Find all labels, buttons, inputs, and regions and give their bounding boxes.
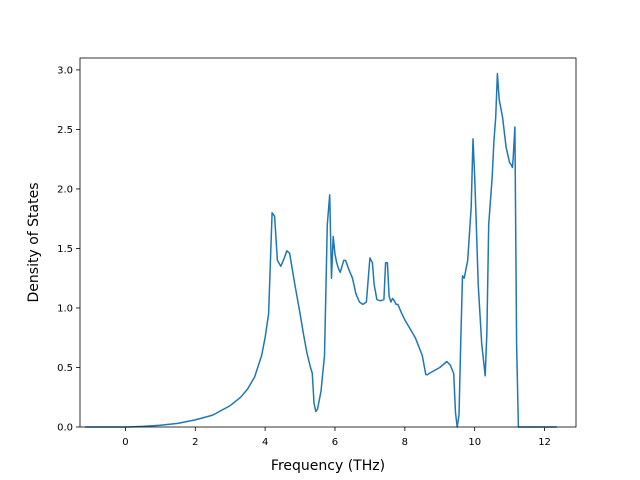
axis-ticks: 0 2 4 6 8 10 12 0.0 0.5 1.0 1.5 2.0 2.5 3.0 bbox=[57, 65, 551, 448]
y-tick-label: 2.0 bbox=[57, 184, 73, 195]
x-tick-label: 10 bbox=[468, 437, 481, 448]
y-tick-label: 0.5 bbox=[57, 363, 73, 374]
x-tick-label: 2 bbox=[192, 437, 198, 448]
y-tick-label: 1.5 bbox=[57, 244, 73, 255]
y-tick-label: 1.0 bbox=[57, 303, 73, 314]
x-tick-label: 4 bbox=[262, 437, 268, 448]
y-tick-label: 2.5 bbox=[57, 125, 73, 136]
x-axis-label: Frequency (THz) bbox=[271, 458, 385, 474]
dos-series-line bbox=[85, 72, 557, 428]
y-tick-label: 3.0 bbox=[57, 65, 73, 76]
plot-area bbox=[85, 72, 557, 428]
y-axis-label: Density of States bbox=[26, 183, 42, 303]
axes-frame bbox=[79, 57, 577, 428]
x-tick-label: 8 bbox=[402, 437, 408, 448]
x-tick-label: 0 bbox=[122, 437, 128, 448]
x-tick-label: 6 bbox=[332, 437, 338, 448]
x-tick-label: 12 bbox=[538, 437, 551, 448]
y-tick-label: 0.0 bbox=[57, 423, 73, 434]
